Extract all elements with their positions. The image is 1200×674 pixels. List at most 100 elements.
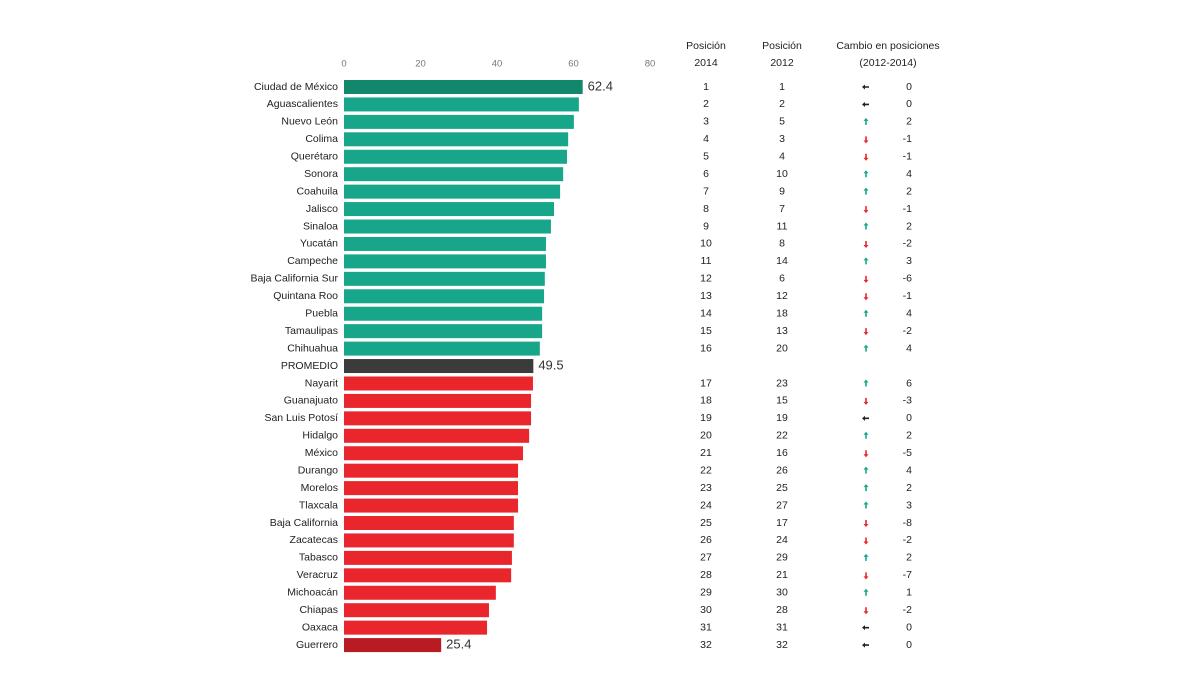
column-header: Posición [762,40,802,52]
category-label: Coahuila [297,185,339,197]
position-change: 4 [906,308,912,320]
bar [344,236,546,251]
up-arrow [863,431,869,439]
position-change: 4 [906,168,912,180]
bar [344,324,543,339]
bar [344,463,519,478]
position-change: 1 [906,587,912,599]
bar [344,167,564,182]
no-change-arrow [862,84,869,90]
position-2012: 25 [776,482,788,494]
position-change: 4 [906,342,912,354]
no-change-arrow [862,415,869,421]
position-2014: 24 [700,499,712,511]
category-label: Oaxaca [302,621,338,633]
position-change: -1 [903,290,912,302]
position-2012: 31 [776,621,788,633]
value-label: 62.4 [588,78,613,93]
position-change: 2 [906,220,912,232]
down-arrow [863,537,869,545]
position-change: 2 [906,552,912,564]
bar [344,289,545,304]
bar [344,306,543,321]
category-label: Sonora [304,168,338,180]
position-2012: 19 [776,412,788,424]
column-header: 2012 [770,57,794,69]
position-2014: 8 [703,203,709,215]
position-change: -2 [903,238,912,250]
no-change-arrow [862,101,869,107]
position-change: -7 [903,569,912,581]
position-change: 4 [906,464,912,476]
category-label: PROMEDIO [281,360,338,372]
bar [344,219,551,234]
position-change: 3 [906,499,912,511]
position-2014: 6 [703,168,709,180]
position-change: -2 [903,604,912,616]
position-change: -6 [903,273,912,285]
position-2012: 14 [776,255,788,267]
position-2014: 7 [703,185,709,197]
position-2012: 1 [779,81,785,93]
position-change: 0 [906,621,912,633]
position-change: 2 [906,185,912,197]
bar [344,603,489,618]
position-2014: 4 [703,133,709,145]
position-2014: 23 [700,482,712,494]
no-change-arrow [862,625,869,631]
up-arrow [863,187,869,195]
position-2012: 22 [776,430,788,442]
position-change: 0 [906,81,912,93]
position-2014: 1 [703,81,709,93]
bar [344,638,442,653]
down-arrow [863,293,869,301]
bar [344,202,554,217]
category-label: Chihuahua [287,342,338,354]
x-tick-label: 0 [341,59,346,70]
up-arrow [863,309,869,317]
bar [344,516,514,530]
position-change: 2 [906,430,912,442]
position-2012: 24 [776,534,788,546]
position-change: -2 [903,534,912,546]
category-label: Ciudad de México [254,81,338,93]
position-2012: 4 [779,151,785,163]
x-tick-label: 80 [645,59,656,70]
category-label: México [305,447,338,459]
category-label: Guanajuato [284,395,338,407]
position-change: -1 [903,133,912,145]
position-2014: 15 [700,325,712,337]
position-change: -5 [903,447,912,459]
position-2012: 2 [779,98,785,110]
up-arrow [863,379,869,387]
bar [344,271,545,286]
category-label: Tamaulipas [285,325,338,337]
down-arrow [863,328,869,336]
down-arrow [863,275,869,283]
position-2012: 9 [779,185,785,197]
up-arrow [863,553,869,561]
position-2014: 27 [700,552,712,564]
category-label: Puebla [305,308,338,320]
position-change: 2 [906,482,912,494]
position-2014: 13 [700,290,712,302]
bar [344,446,524,461]
bar [344,620,488,635]
position-change: 0 [906,412,912,424]
up-arrow [863,466,869,474]
bar [344,481,519,496]
category-label: San Luis Potosí [264,412,338,424]
position-2014: 9 [703,220,709,232]
column-header: 2014 [694,57,718,69]
category-label: Yucatán [300,238,338,250]
category-label: Zacatecas [290,534,338,546]
bar [344,359,534,374]
position-change: 3 [906,255,912,267]
position-2012: 12 [776,290,788,302]
position-change: -1 [903,203,912,215]
bar [344,376,533,391]
no-change-arrow [862,642,869,648]
up-arrow [863,170,869,178]
x-tick-label: 20 [415,59,426,70]
